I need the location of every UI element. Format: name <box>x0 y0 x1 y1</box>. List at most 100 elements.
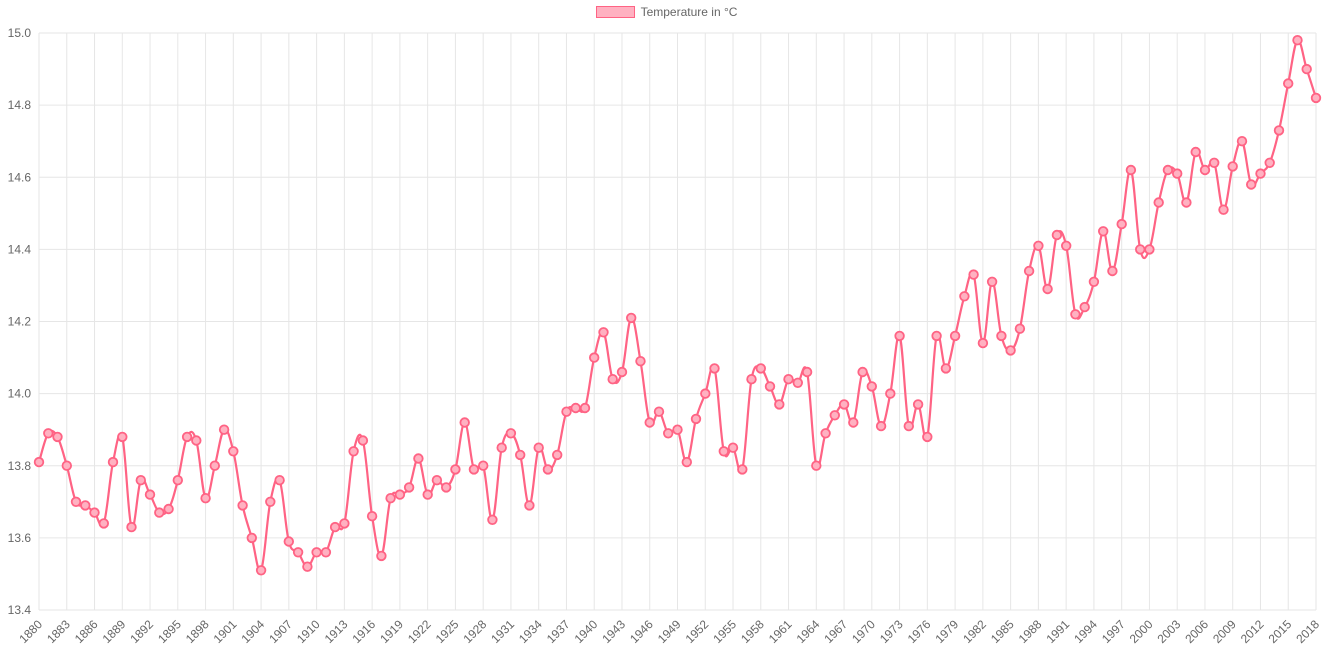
data-point-1937[interactable] <box>561 406 572 417</box>
data-point-1992[interactable] <box>1070 309 1081 320</box>
data-point-1917[interactable] <box>376 550 387 562</box>
data-point-1925[interactable] <box>450 464 461 475</box>
data-point-1932[interactable] <box>515 449 526 461</box>
data-point-1910[interactable] <box>311 547 322 558</box>
data-point-1889[interactable] <box>117 431 128 443</box>
data-point-1926[interactable] <box>459 417 470 428</box>
data-point-1923[interactable] <box>431 475 443 486</box>
data-point-2000[interactable] <box>1144 244 1155 255</box>
data-point-2014[interactable] <box>1273 125 1285 136</box>
data-point-1890[interactable] <box>126 521 137 533</box>
data-point-1972[interactable] <box>885 388 896 399</box>
data-point-2012[interactable] <box>1255 168 1266 179</box>
data-point-1958[interactable] <box>755 363 767 374</box>
data-point-1928[interactable] <box>478 460 489 471</box>
data-point-2009[interactable] <box>1227 161 1238 172</box>
data-point-1951[interactable] <box>690 413 702 425</box>
data-point-1899[interactable] <box>209 460 221 471</box>
data-point-2003[interactable] <box>1171 168 1183 179</box>
data-point-1891[interactable] <box>135 475 147 486</box>
data-point-1976[interactable] <box>922 431 933 443</box>
data-point-1988[interactable] <box>1033 240 1044 252</box>
data-point-1957[interactable] <box>746 374 757 385</box>
data-point-1977[interactable] <box>931 330 942 342</box>
data-point-1884[interactable] <box>70 496 82 508</box>
data-point-1959[interactable] <box>764 381 776 392</box>
data-point-1974[interactable] <box>903 420 915 432</box>
data-point-1991[interactable] <box>1060 240 1072 252</box>
data-point-2007[interactable] <box>1208 157 1220 169</box>
data-point-1950[interactable] <box>681 456 693 468</box>
data-point-1919[interactable] <box>394 489 406 500</box>
data-point-1946[interactable] <box>644 417 655 428</box>
data-point-1894[interactable] <box>163 503 174 515</box>
data-point-1880[interactable] <box>33 456 45 468</box>
data-point-1931[interactable] <box>505 428 517 439</box>
data-point-1963[interactable] <box>801 366 813 378</box>
data-point-1901[interactable] <box>228 446 239 457</box>
data-point-1915[interactable] <box>357 435 369 446</box>
data-point-1902[interactable] <box>237 500 248 511</box>
data-point-1907[interactable] <box>283 536 295 547</box>
data-point-1973[interactable] <box>894 330 905 342</box>
data-point-1993[interactable] <box>1079 301 1090 313</box>
data-point-1908[interactable] <box>292 547 304 558</box>
data-point-2010[interactable] <box>1236 135 1248 147</box>
data-point-1883[interactable] <box>61 460 73 471</box>
data-point-1960[interactable] <box>774 399 785 410</box>
data-point-1948[interactable] <box>663 428 674 439</box>
data-point-1962[interactable] <box>792 377 804 389</box>
data-point-1978[interactable] <box>940 363 952 374</box>
data-point-1921[interactable] <box>413 453 424 464</box>
data-point-1955[interactable] <box>727 442 739 453</box>
data-point-1893[interactable] <box>154 507 165 518</box>
data-point-1922[interactable] <box>422 489 433 500</box>
data-point-1985[interactable] <box>1005 345 1016 356</box>
data-point-1989[interactable] <box>1042 283 1053 295</box>
data-point-1939[interactable] <box>579 402 591 414</box>
data-point-1924[interactable] <box>441 482 452 493</box>
data-point-2015[interactable] <box>1282 78 1294 89</box>
data-point-1929[interactable] <box>487 514 498 526</box>
data-point-1927[interactable] <box>468 464 480 475</box>
data-point-1904[interactable] <box>255 565 267 576</box>
data-point-1984[interactable] <box>996 330 1007 342</box>
data-point-1982[interactable] <box>977 337 989 349</box>
data-point-2006[interactable] <box>1199 164 1211 176</box>
data-point-1965[interactable] <box>820 428 831 439</box>
data-point-1954[interactable] <box>718 446 730 457</box>
data-point-1994[interactable] <box>1088 276 1100 288</box>
data-point-2002[interactable] <box>1162 164 1174 176</box>
data-point-1900[interactable] <box>218 424 230 435</box>
data-point-1997[interactable] <box>1116 218 1127 230</box>
data-point-1892[interactable] <box>144 489 156 500</box>
data-point-1961[interactable] <box>783 374 794 385</box>
data-point-1938[interactable] <box>570 402 581 414</box>
data-point-1967[interactable] <box>838 399 850 410</box>
data-point-1903[interactable] <box>246 532 258 544</box>
data-point-1933[interactable] <box>524 500 535 511</box>
data-point-2018[interactable] <box>1310 92 1322 104</box>
data-point-1975[interactable] <box>912 399 924 410</box>
data-point-1935[interactable] <box>542 464 554 475</box>
data-point-1885[interactable] <box>80 500 91 511</box>
data-point-1914[interactable] <box>348 446 359 457</box>
data-point-2011[interactable] <box>1245 179 1257 190</box>
data-point-1942[interactable] <box>607 374 618 385</box>
data-point-1918[interactable] <box>385 493 396 504</box>
data-point-1947[interactable] <box>653 406 665 417</box>
data-point-1979[interactable] <box>949 330 961 342</box>
data-point-1996[interactable] <box>1107 265 1118 277</box>
data-point-1905[interactable] <box>265 496 276 508</box>
data-point-1912[interactable] <box>329 521 341 533</box>
data-point-1886[interactable] <box>89 507 100 518</box>
data-point-1949[interactable] <box>672 424 683 435</box>
data-point-2016[interactable] <box>1292 35 1303 46</box>
data-point-1943[interactable] <box>616 366 628 378</box>
data-point-1913[interactable] <box>339 518 350 529</box>
data-point-1930[interactable] <box>496 442 507 453</box>
data-point-1980[interactable] <box>959 291 970 302</box>
data-point-1895[interactable] <box>172 475 184 486</box>
data-point-2001[interactable] <box>1153 197 1164 208</box>
